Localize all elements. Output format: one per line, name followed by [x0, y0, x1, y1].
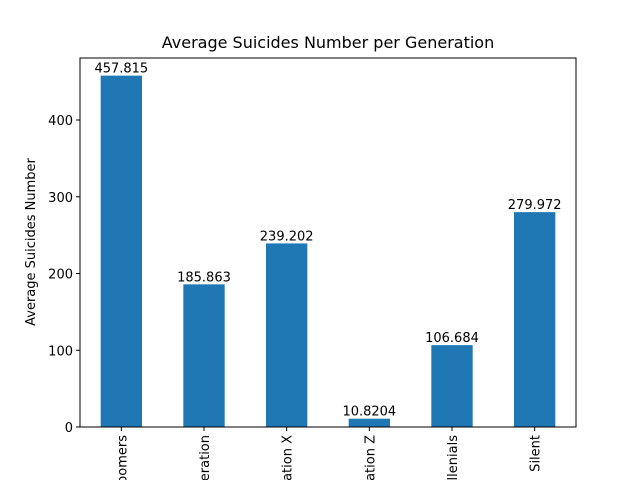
chart-title: Average Suicides Number per Generation	[162, 33, 494, 52]
x-tick-label: Boomers	[115, 435, 130, 480]
value-label: 10.8204	[342, 405, 396, 420]
x-tick-label: G.I. Generation	[198, 435, 213, 480]
bar	[348, 418, 390, 427]
value-label: 185.863	[177, 270, 231, 285]
value-label: 279.972	[508, 198, 562, 213]
y-tick-label: 200	[48, 268, 73, 283]
y-axis-label: Average Suicides Number	[24, 157, 39, 325]
y-tick-label: 400	[48, 114, 73, 129]
value-label: 457.815	[94, 62, 148, 77]
x-tick-label: Generation X	[281, 435, 296, 480]
plot-frame	[79, 57, 577, 428]
x-tick-label: Millenials	[446, 435, 461, 480]
value-label: 239.202	[260, 229, 314, 244]
bar	[431, 345, 473, 427]
bar	[100, 75, 142, 427]
bar	[514, 212, 556, 427]
x-tick-label: Generation Z	[363, 435, 378, 480]
y-tick-label: 100	[48, 344, 73, 359]
bar	[266, 243, 308, 427]
bar	[183, 284, 225, 427]
value-label: 106.684	[425, 331, 479, 346]
y-tick-label: 300	[48, 191, 73, 206]
x-tick-label: Silent	[529, 435, 544, 472]
y-tick-label: 0	[65, 421, 73, 436]
